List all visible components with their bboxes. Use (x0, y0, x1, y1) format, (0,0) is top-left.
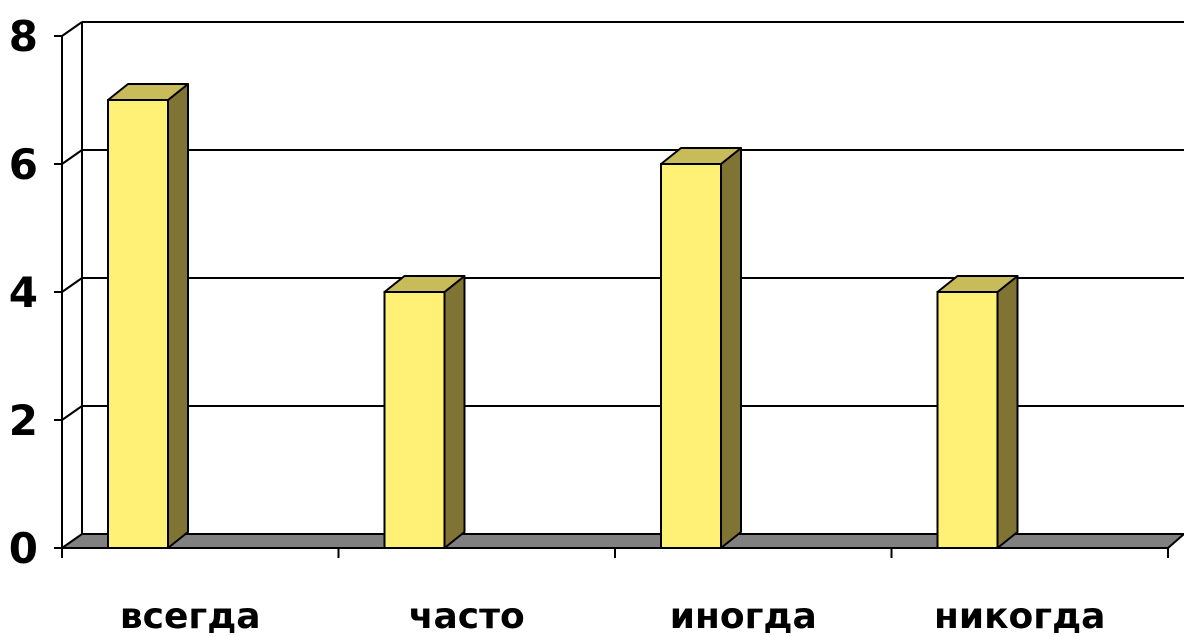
bar (107, 83, 189, 549)
bar-side-face (443, 275, 466, 549)
bar (383, 275, 466, 549)
y-tick-label: 2 (9, 396, 38, 445)
gridline-depth (61, 277, 83, 293)
bar-front-face (660, 163, 722, 549)
x-category-label: всегда (120, 596, 261, 636)
gridline-depth (61, 149, 83, 165)
bars (107, 83, 1019, 549)
bar-side-face (996, 275, 1019, 549)
chart-floor-plane (58, 533, 1184, 549)
bar-front-face (936, 291, 999, 549)
x-category-label: никогда (934, 596, 1105, 636)
bar-side-face (167, 83, 189, 549)
bar (936, 275, 1019, 549)
y-tick-label: 4 (9, 268, 38, 317)
y-tick-label: 8 (9, 12, 38, 61)
y-tick-label: 0 (9, 524, 38, 573)
bar-side-face (720, 147, 742, 549)
x-category-label: часто (409, 596, 525, 636)
chart-floor (58, 533, 1184, 549)
gridline-depth (61, 21, 83, 37)
y-tick-label: 6 (9, 140, 38, 189)
bar (660, 147, 742, 549)
y-tick-labels: 0 2 4 6 8 (9, 12, 38, 573)
x-category-labels: всегда часто иногда никогда (120, 596, 1106, 636)
bar-front-face (107, 99, 169, 549)
bar-front-face (383, 291, 446, 549)
x-category-label: иногда (670, 596, 817, 636)
gridline-depth (61, 405, 83, 421)
